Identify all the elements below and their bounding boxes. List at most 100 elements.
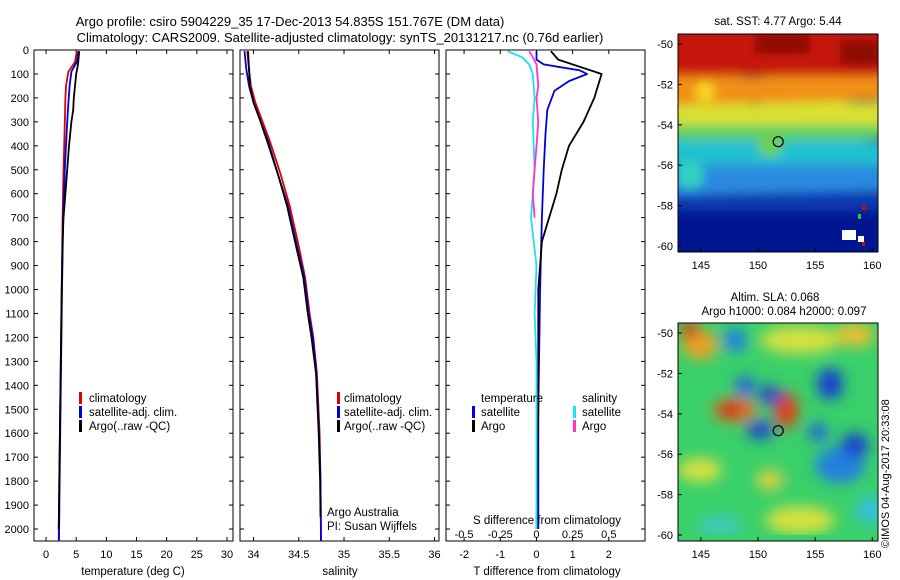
map-y-tick-label: -54	[657, 120, 673, 132]
legend-label: climatology	[344, 393, 402, 405]
map-y-tick-label: -60	[657, 530, 673, 542]
series-line	[247, 51, 322, 518]
x-tick-label: 30	[221, 549, 233, 561]
legend-swatch-s-satellite	[573, 406, 576, 418]
x-tick-label-top: 0.25	[562, 529, 583, 541]
salinity-axes: 34 34.5 35 35.5 36	[240, 49, 441, 561]
sla-map-image	[678, 323, 878, 541]
difference-xlabel: T difference from climatology	[473, 566, 620, 578]
difference-xlabel-top: S difference from climatology	[473, 515, 621, 527]
y-tick-label: 1100	[5, 308, 29, 320]
x-tick-label: 25	[191, 549, 203, 561]
legend-swatch-argo	[79, 420, 82, 432]
x-tick-label: -1	[495, 549, 505, 561]
y-tick-label: 700	[11, 213, 29, 225]
x-tick-label: 10	[100, 549, 112, 561]
sst-map-axes: 145 150 155 160 -50 -52 -54 -56 -58 -60	[657, 39, 881, 272]
salinity-legend: climatology satellite-adj. clim. Argo(..…	[337, 392, 432, 433]
temperature-series	[57, 51, 81, 542]
legend-label: satellite-adj. clim.	[344, 407, 432, 419]
x-tick-label-top: 0.5	[601, 529, 616, 541]
legend-swatch-climatology	[79, 392, 82, 404]
map-x-tick-label: 160	[863, 260, 881, 272]
x-tick-label: 35.5	[379, 549, 400, 561]
x-tick-label: 34.5	[288, 549, 309, 561]
salinity-series	[243, 51, 322, 542]
map-x-tick-label: 150	[749, 549, 767, 561]
legend-swatch-t-satellite	[472, 406, 475, 418]
map-x-tick-label: 155	[806, 260, 824, 272]
credit-text: ©IMOS 04-Aug-2017 20:33:08	[880, 399, 892, 548]
map-y-tick-label: -58	[657, 201, 673, 213]
legend-label: satellite	[582, 407, 621, 419]
x-tick-label-top: -0.25	[488, 529, 513, 541]
y-tick-label: 1300	[5, 356, 29, 368]
map-y-tick-label: -60	[657, 241, 673, 253]
sst-map-title: sat. SST: 4.77 Argo: 5.44	[714, 16, 842, 28]
sla-argo-location-marker	[772, 425, 784, 437]
temperature-xlabel: temperature (deg C)	[81, 566, 185, 578]
map-x-tick-label: 160	[863, 549, 881, 561]
legend-swatch-s-argo	[573, 420, 576, 432]
map-y-tick-label: -52	[657, 79, 673, 91]
series-line	[528, 50, 540, 218]
y-tick-label: 600	[11, 189, 29, 201]
map-y-tick-label: -52	[657, 368, 673, 380]
annotation-line2: PI: Susan Wijffels	[327, 521, 417, 533]
y-tick-label: 1600	[5, 428, 29, 440]
map-x-tick-label: 145	[692, 549, 710, 561]
x-tick-label: 0	[43, 549, 49, 561]
x-tick-label: 34	[247, 549, 259, 561]
legend-label: Argo	[582, 421, 606, 433]
map-y-tick-label: -56	[657, 449, 673, 461]
map-x-tick-label: 150	[749, 260, 767, 272]
x-tick-label: 2	[606, 549, 612, 561]
series-line	[535, 51, 588, 529]
salinity-panel	[239, 49, 440, 542]
series-line	[246, 51, 322, 542]
salinity-xlabel: salinity	[322, 566, 357, 578]
map-y-tick-label: -54	[657, 409, 673, 421]
header-line1: Argo profile: csiro 5904229_35 17-Dec-20…	[76, 14, 505, 29]
y-tick-label: 300	[11, 117, 29, 129]
map-y-tick-label: -56	[657, 160, 673, 172]
x-tick-label: 36	[428, 549, 440, 561]
x-tick-label: 5	[73, 549, 79, 561]
legend-swatch-t-argo	[472, 420, 475, 432]
y-tick-label: 0	[23, 45, 29, 57]
x-tick-label: 20	[161, 549, 173, 561]
difference-legend: temperature satellite Argo salinity sate…	[472, 393, 621, 433]
y-tick-label: 1800	[5, 476, 29, 488]
x-tick-label: 15	[130, 549, 142, 561]
sst-map-frame	[677, 33, 879, 253]
x-tick-label: 1	[570, 549, 576, 561]
temperature-axes: 0100200300400500600700800900100011001200…	[5, 45, 234, 561]
y-tick-label: 200	[11, 93, 29, 105]
series-line	[535, 50, 603, 530]
y-tick-label: 100	[11, 69, 29, 81]
series-line	[507, 50, 538, 529]
map-y-tick-label: -50	[657, 328, 673, 340]
y-tick-label: 800	[11, 237, 29, 249]
difference-axes: -2 -1 0 1 2 -0.5 -0.25 0 0.25 0.5	[446, 49, 645, 561]
temperature-legend: climatology satellite-adj. clim. Argo(..…	[79, 392, 177, 433]
header-line2: Climatology: CARS2009. Satellite-adjuste…	[77, 30, 604, 45]
series-line	[243, 51, 322, 542]
legend-label: satellite	[481, 407, 520, 419]
map-y-tick-label: -58	[657, 490, 673, 502]
difference-panel	[445, 49, 646, 542]
y-tick-label: 900	[11, 261, 29, 273]
map-x-tick-label: 145	[692, 260, 710, 272]
y-tick-label: 1400	[5, 380, 29, 392]
y-tick-label: 1200	[5, 332, 29, 344]
y-tick-label: 1900	[5, 500, 29, 512]
legend-label: Argo(..raw -QC)	[89, 421, 170, 433]
annotation-line1: Argo Australia	[327, 507, 399, 519]
legend-swatch-argo	[337, 420, 340, 432]
y-tick-label: 1700	[5, 452, 29, 464]
y-tick-label: 400	[11, 141, 29, 153]
legend-label: Argo(..raw -QC)	[344, 421, 425, 433]
sst-argo-location-marker	[772, 136, 784, 148]
x-tick-label: 0	[533, 549, 539, 561]
